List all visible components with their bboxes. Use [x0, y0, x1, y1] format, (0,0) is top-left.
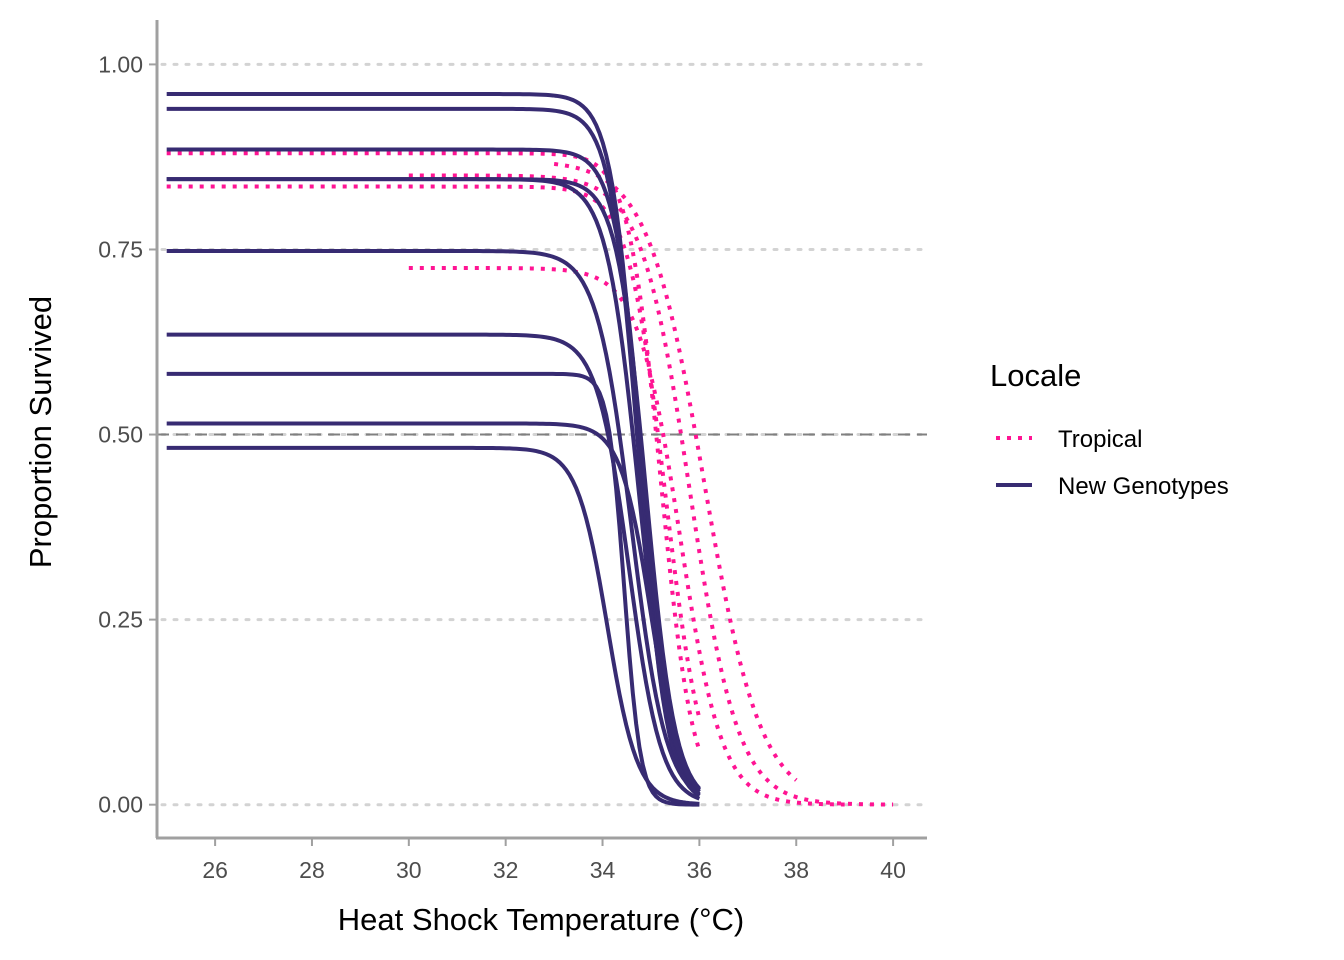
axes — [155, 20, 927, 840]
x-tick-label-0: 26 — [202, 857, 228, 883]
x-tick-label-7: 40 — [880, 857, 906, 883]
y-tick-label-3: 0.75 — [98, 236, 143, 262]
y-tick-label-1: 0.25 — [98, 607, 143, 633]
new-genotype-curve-9 — [166, 177, 701, 792]
tropical-curve-2 — [408, 173, 894, 807]
legend-label-new-genotypes: New Genotypes — [1058, 473, 1229, 500]
x-tick-label-1: 28 — [299, 857, 325, 883]
new-genotype-curve-5 — [166, 92, 701, 798]
x-tick-label-2: 30 — [396, 857, 422, 883]
y-tick-label-2: 0.50 — [98, 422, 143, 448]
new-genotype-curve-14 — [166, 445, 700, 806]
legend: Locale Tropical New Genotypes — [990, 358, 1229, 500]
new-genotype-curve-11 — [166, 332, 701, 801]
legend-title: Locale — [990, 358, 1081, 393]
tropical-curve-3 — [553, 161, 798, 782]
x-tick-label-4: 34 — [590, 857, 616, 883]
new-genotype-curve-10 — [166, 248, 701, 796]
new-genotype-curve-7 — [166, 147, 701, 794]
y-tick-label-4: 1.00 — [98, 51, 143, 77]
x-tick-label-6: 38 — [783, 857, 809, 883]
new-genotype-curve-12 — [166, 371, 700, 807]
y-ticks: 0.00 0.25 0.50 0.75 1.00 — [98, 51, 157, 818]
legend-label-tropical: Tropical — [1058, 426, 1142, 453]
y-axis-title: Proportion Survived — [23, 296, 58, 568]
x-tick-label-3: 32 — [493, 857, 519, 883]
y-tick-label-0: 0.00 — [98, 792, 143, 818]
tropical-curve-1 — [166, 184, 702, 719]
new-genotype-curve-13 — [166, 421, 701, 792]
x-ticks: 26 28 30 32 34 36 38 40 — [202, 838, 906, 883]
data-curves — [166, 92, 894, 807]
new-genotype-curve-6 — [166, 106, 701, 797]
x-axis-title: Heat Shock Temperature (°C) — [338, 902, 744, 937]
x-tick-label-5: 36 — [687, 857, 713, 883]
